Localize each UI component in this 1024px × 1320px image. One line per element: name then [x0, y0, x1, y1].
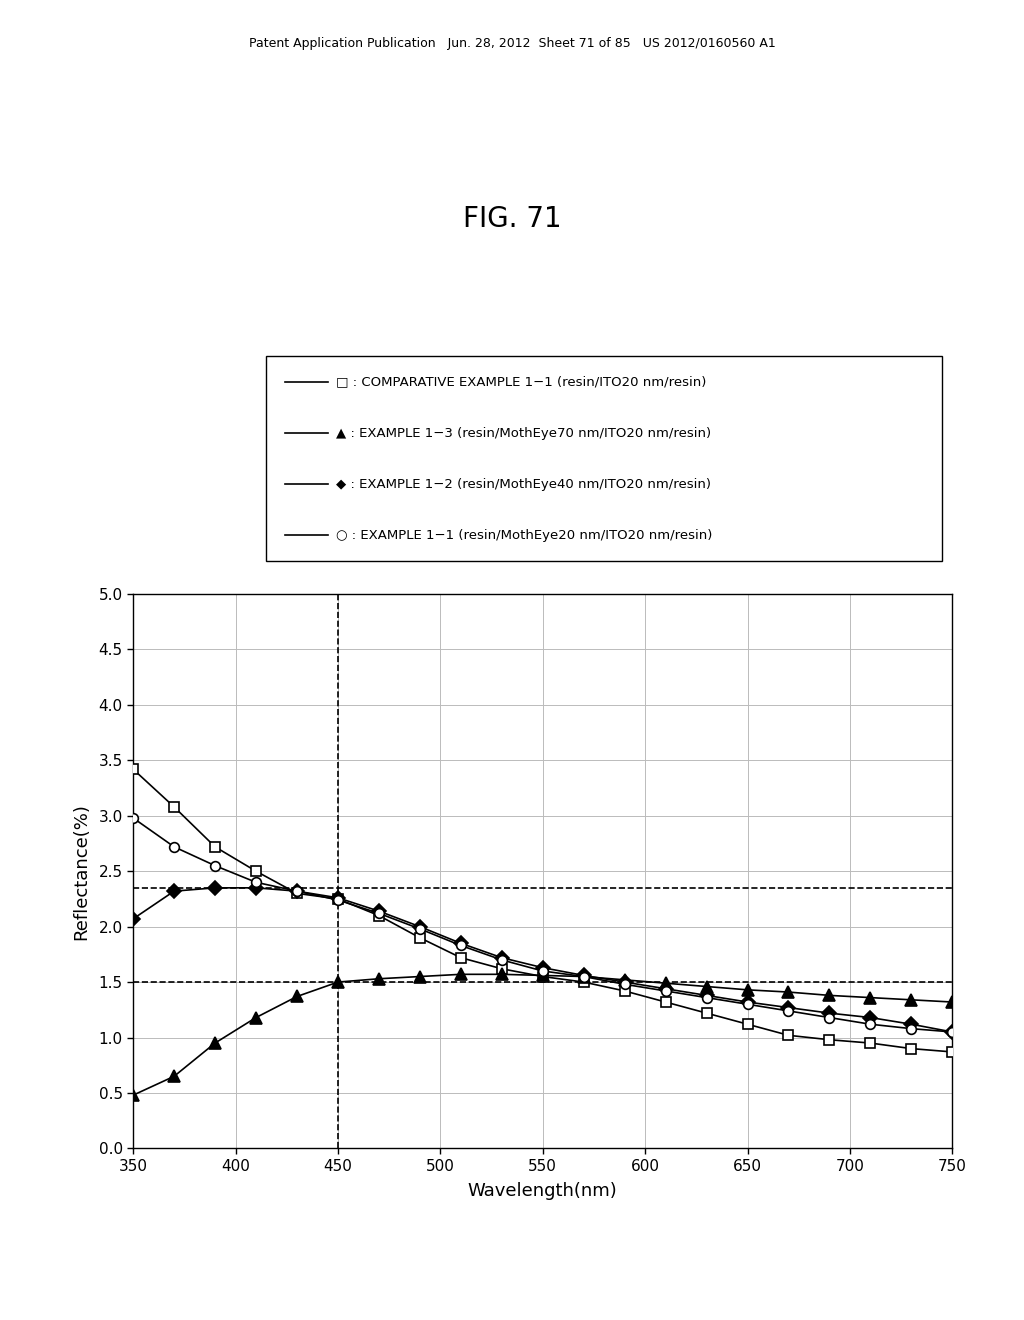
Text: FIG. 71: FIG. 71	[463, 205, 561, 232]
Text: Patent Application Publication   Jun. 28, 2012  Sheet 71 of 85   US 2012/0160560: Patent Application Publication Jun. 28, …	[249, 37, 775, 50]
Text: ◆ : EXAMPLE 1−2 (resin/MothEye40 nm/ITO20 nm/resin): ◆ : EXAMPLE 1−2 (resin/MothEye40 nm/ITO2…	[336, 478, 711, 491]
Text: ▲ : EXAMPLE 1−3 (resin/MothEye70 nm/ITO20 nm/resin): ▲ : EXAMPLE 1−3 (resin/MothEye70 nm/ITO2…	[336, 426, 711, 440]
Text: ○ : EXAMPLE 1−1 (resin/MothEye20 nm/ITO20 nm/resin): ○ : EXAMPLE 1−1 (resin/MothEye20 nm/ITO2…	[336, 529, 713, 543]
Y-axis label: Reflectance(%): Reflectance(%)	[72, 803, 90, 940]
Text: □ : COMPARATIVE EXAMPLE 1−1 (resin/ITO20 nm/resin): □ : COMPARATIVE EXAMPLE 1−1 (resin/ITO20…	[336, 375, 707, 388]
X-axis label: Wavelength(nm): Wavelength(nm)	[468, 1183, 617, 1200]
